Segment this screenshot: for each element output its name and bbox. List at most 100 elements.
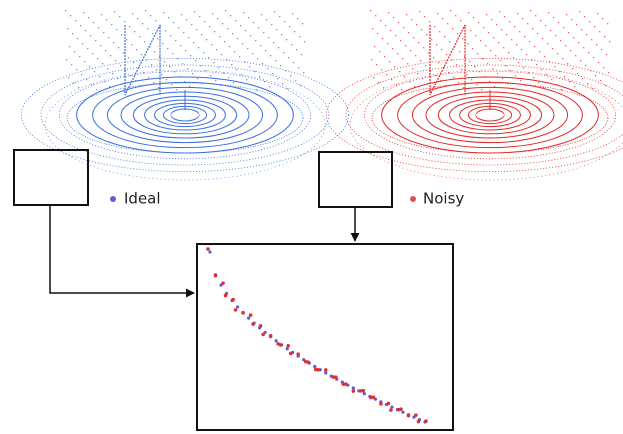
structure-point: [451, 59, 452, 60]
structure-point: [230, 15, 231, 16]
noisy-point: [261, 333, 265, 337]
structure-point: [162, 43, 163, 44]
structure-point: [102, 63, 103, 64]
noisy-point: [241, 311, 245, 315]
structure-point: [111, 24, 112, 25]
structure-point: [119, 16, 120, 17]
structure-point: [161, 74, 162, 75]
structure-point: [229, 46, 230, 47]
structure-point: [96, 89, 97, 90]
structure-point: [256, 89, 257, 90]
structure-point: [505, 65, 506, 66]
structure-point: [221, 54, 222, 55]
structure-point: [502, 78, 503, 79]
structure-point: [140, 85, 141, 86]
structure-point: [132, 13, 133, 14]
structure-point: [176, 89, 177, 90]
structure-point: [269, 86, 270, 87]
structure-point: [534, 46, 535, 47]
structure-point: [543, 87, 544, 88]
structure-point: [70, 15, 71, 16]
structure-point: [235, 20, 236, 21]
arrow-left: [50, 205, 194, 293]
structure-point: [478, 22, 479, 23]
structure-point: [108, 37, 109, 38]
structure-point: [183, 32, 184, 33]
ideal-point: [363, 392, 366, 395]
noisy-point: [352, 389, 356, 393]
structure-point: [410, 50, 411, 51]
structure-point: [83, 12, 84, 13]
structure-point: [107, 68, 108, 69]
structure-point: [374, 46, 375, 47]
structure-point: [112, 73, 113, 74]
structure-point: [208, 57, 209, 58]
structure-point: [260, 45, 261, 46]
zoom-panel: [197, 244, 453, 430]
structure-point: [501, 29, 502, 30]
structure-point: [448, 72, 449, 73]
structure-point: [73, 82, 74, 83]
structure-point: [524, 36, 525, 37]
structure-point: [605, 85, 606, 86]
structure-point: [74, 51, 75, 52]
structure-point: [418, 42, 419, 43]
structure-point: [406, 14, 407, 15]
structure-point: [296, 49, 297, 50]
structure-point: [129, 26, 130, 27]
structure-point: [84, 61, 85, 62]
ideal-point: [247, 316, 250, 319]
structure-point: [455, 15, 456, 16]
structure-point: [466, 74, 467, 75]
structure-point: [398, 22, 399, 23]
center: [171, 110, 199, 120]
structure-point: [386, 74, 387, 75]
structure-point: [472, 48, 473, 49]
structure-point: [456, 64, 457, 65]
structure-point: [78, 87, 79, 88]
structure-point: [492, 68, 493, 69]
structure-point: [515, 75, 516, 76]
structure-point: [586, 34, 587, 35]
structure-point: [136, 49, 137, 50]
structure-point: [297, 18, 298, 19]
structure-point: [520, 80, 521, 81]
structure-point: [145, 10, 146, 11]
structure-point: [109, 86, 110, 87]
structure-point: [522, 18, 523, 19]
structure-point: [529, 41, 530, 42]
noisy-point: [214, 274, 218, 278]
structure-point: [507, 83, 508, 84]
structure-point: [402, 58, 403, 59]
structure-point: [220, 85, 221, 86]
structure-point: [538, 82, 539, 83]
structure-point: [440, 80, 441, 81]
structure-point: [444, 36, 445, 37]
noisy-point: [399, 407, 403, 411]
structure-point: [252, 53, 253, 54]
structure-point: [387, 43, 388, 44]
structure-point: [579, 11, 580, 12]
structure-point: [537, 33, 538, 34]
structure-point: [554, 66, 555, 67]
structure-point: [209, 26, 210, 27]
structure-point: [513, 57, 514, 58]
structure-point: [446, 54, 447, 55]
scan-ring: [350, 70, 623, 180]
structure-point: [474, 66, 475, 67]
structure-point: [476, 84, 477, 85]
structure-point: [599, 31, 600, 32]
structure-point: [542, 38, 543, 39]
structure-point: [238, 87, 239, 88]
structure-point: [490, 50, 491, 51]
structure-point: [371, 59, 372, 60]
structure-point: [533, 77, 534, 78]
structure-point: [447, 23, 448, 24]
structure-point: [222, 23, 223, 24]
structure-point: [428, 52, 429, 53]
structure-point: [196, 29, 197, 30]
structure-point: [80, 25, 81, 26]
structure-point: [376, 64, 377, 65]
structure-point: [577, 73, 578, 74]
structure-point: [286, 39, 287, 40]
